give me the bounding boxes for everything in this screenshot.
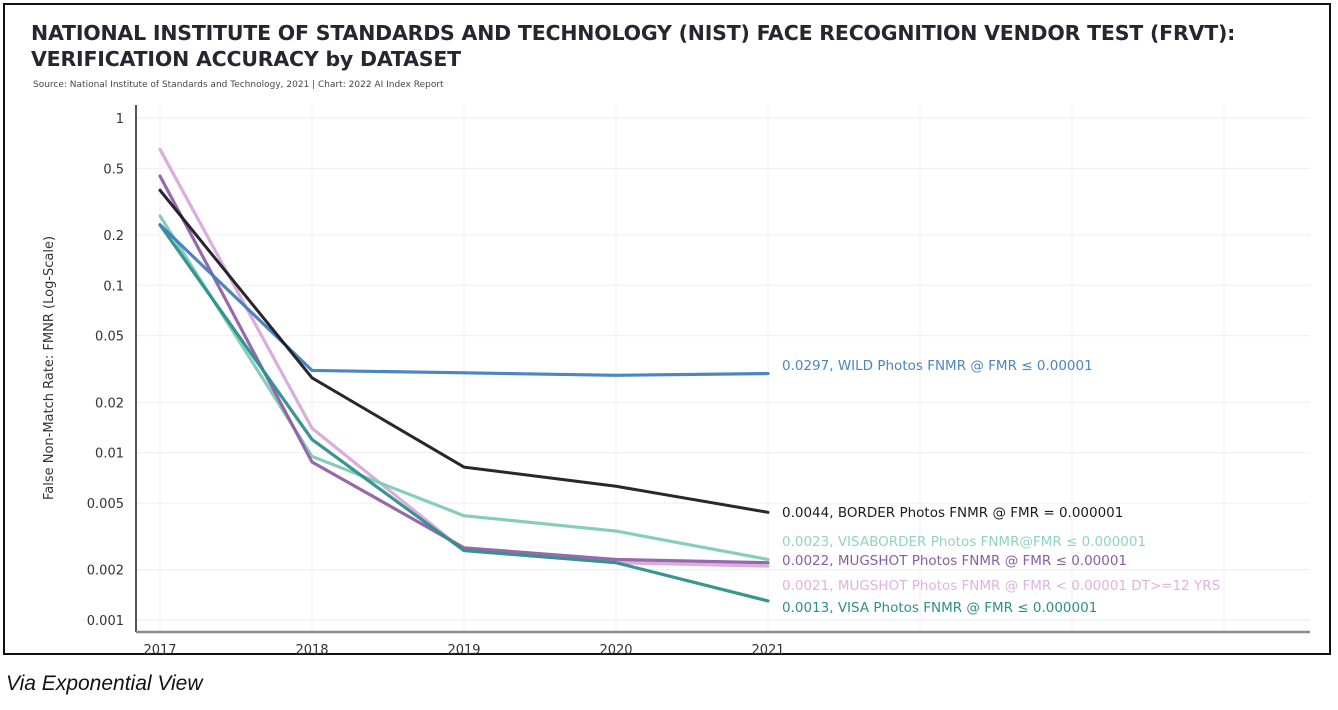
series-line (158, 223, 770, 603)
y-tick-label: 0.2 (103, 229, 124, 244)
series-line (158, 188, 770, 514)
grid (136, 105, 1310, 632)
series-line (158, 223, 770, 377)
axes (135, 105, 1310, 634)
y-tick-label: 0.001 (87, 614, 124, 629)
y-tick-label: 0.01 (95, 447, 124, 462)
series-end-label: 0.0021, MUGSHOT Photos FNMR @ FMR < 0.00… (782, 578, 1220, 594)
series-line (158, 214, 770, 562)
series-lines (158, 147, 770, 603)
y-axis-label: False Non-Match Rate: FMNR (Log-Scale) (42, 236, 57, 500)
y-tick-label: 1 (116, 112, 124, 127)
y-tick-label: 0.002 (87, 564, 124, 579)
series-end-label: 0.0023, VISABORDER Photos FNMR@FMR ≤ 0.0… (782, 534, 1146, 550)
y-tick-label: 0.1 (103, 279, 124, 294)
y-tick-label: 0.005 (87, 497, 124, 512)
x-tick-label: 2020 (599, 643, 632, 658)
chart-frame (3, 3, 1331, 655)
x-tick-label: 2018 (295, 643, 328, 658)
y-axis-ticks: 1 0.5 0.2 0.1 0.05 0.02 0.01 0.005 0.002 0.001 (87, 112, 124, 629)
x-tick-label: 2021 (751, 643, 784, 658)
x-tick-label: 2017 (143, 643, 176, 658)
series-end-label: 0.0297, WILD Photos FNMR @ FMR ≤ 0.00001 (782, 358, 1093, 374)
series-end-labels: 0.0297, WILD Photos FNMR @ FMR ≤ 0.00001… (782, 358, 1220, 616)
series-end-label: 0.0044, BORDER Photos FNMR @ FMR = 0.000… (782, 505, 1123, 521)
caption: Via Exponential View (6, 672, 203, 695)
x-axis-ticks: 2017 2018 2019 2020 2021 (143, 643, 784, 658)
x-tick-label: 2019 (447, 643, 480, 658)
y-tick-label: 0.5 (103, 162, 124, 177)
y-tick-label: 0.02 (95, 396, 124, 411)
series-end-label: 0.0022, MUGSHOT Photos FNMR @ FMR ≤ 0.00… (782, 553, 1127, 569)
y-tick-label: 0.05 (95, 330, 124, 345)
series-end-label: 0.0013, VISA Photos FNMR @ FMR ≤ 0.00000… (782, 600, 1097, 616)
chart-title: NATIONAL INSTITUTE OF STANDARDS AND TECH… (31, 21, 1236, 71)
chart-source: Source: National Institute of Standards … (33, 80, 444, 90)
